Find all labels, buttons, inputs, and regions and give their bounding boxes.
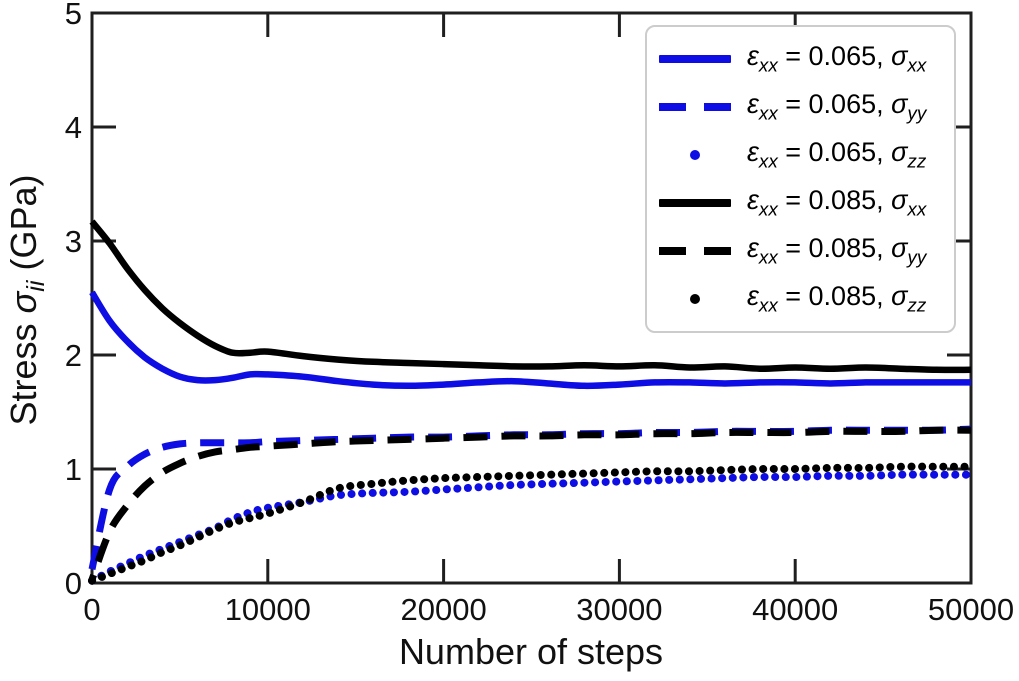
legend: εxx = 0.065, σxx εxx = 0.065, σyy εxx = 0.… [645,25,956,333]
legend-label: εxx = 0.065, σzz [747,136,927,173]
series-blue-dashed [88,425,972,571]
legend-sample-blue-solid [659,55,731,63]
solid-line-swatch [659,55,731,63]
legend-label: εxx = 0.085, σyy [747,232,927,269]
x-axis-title: Number of steps [399,631,663,673]
series-blue-dotted [88,470,975,585]
legend-sample-blue-dotted [659,150,731,160]
legend-item: εxx = 0.085, σxx [659,180,950,226]
legend-label: εxx = 0.085, σzz [747,280,927,317]
legend-item: εxx = 0.085, σyy [659,228,950,274]
legend-sample-blue-dashed [659,103,731,111]
series-black-dotted [88,462,975,585]
series-blue-solid [89,290,971,390]
legend-item: εxx = 0.085, σzz [659,276,950,322]
y-tick-label: 0 [65,566,82,601]
legend-label: εxx = 0.065, σxx [747,40,927,77]
y-axis-title: Stress σii (GPa) [3,175,51,426]
series-black-solid [89,219,972,374]
dotted-line-swatch [690,294,700,304]
y-tick-label: 1 [65,452,82,487]
x-tick-label: 40000 [752,592,838,627]
dotted-line-swatch [690,150,700,160]
x-tick-label: 10000 [225,592,311,627]
x-tick-label: 50000 [928,592,1014,627]
series-black-dashed [88,426,972,581]
y-tick-label: 4 [65,110,82,145]
legend-label: εxx = 0.065, σyy [747,88,927,125]
sigma-symbol: σ [2,291,44,314]
dashed-line-swatch [659,103,731,111]
y-tick-label: 5 [65,0,82,31]
y-tick-label: 2 [65,338,82,373]
y-tick-label: 3 [65,224,82,259]
legend-sample-black-solid [659,199,731,207]
x-tick-label: 0 [83,592,100,627]
legend-item: εxx = 0.065, σzz [659,132,950,178]
legend-item: εxx = 0.065, σxx [659,36,950,82]
legend-label: εxx = 0.085, σxx [747,184,927,221]
x-tick-label: 30000 [576,592,662,627]
legend-item: εxx = 0.065, σyy [659,84,950,130]
x-axis-title-text: Number of steps [398,631,664,672]
solid-line-swatch [659,199,731,207]
sigma-subscript: ii [22,280,51,292]
legend-sample-black-dashed [659,247,731,255]
y-axis-title-suffix: (GPa) [2,174,44,281]
dashed-line-swatch [659,247,731,255]
legend-sample-black-dotted [659,294,731,304]
y-axis-title-prefix: Stress [2,313,44,426]
x-tick-label: 20000 [400,592,486,627]
